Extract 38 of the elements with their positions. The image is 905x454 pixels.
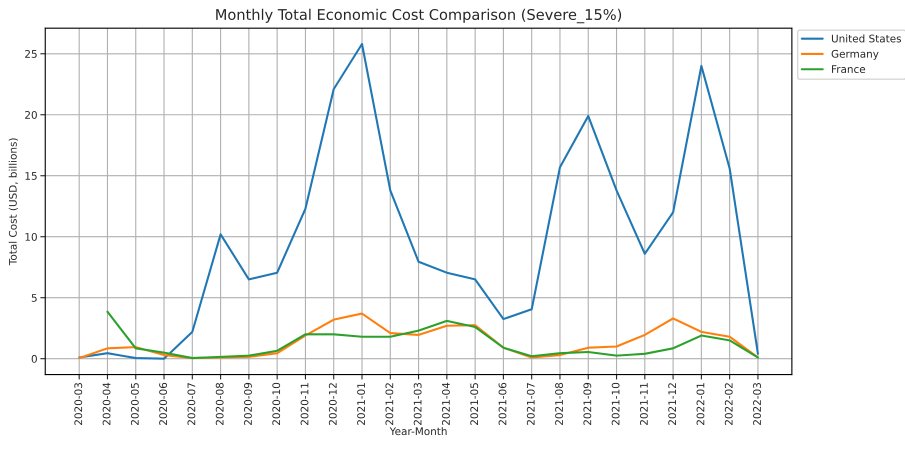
y-tick-label: 0 — [32, 354, 37, 363]
chart-title: Monthly Total Economic Cost Comparison (Severe_15%) — [216, 8, 622, 24]
x-tick-label: 2021-10 — [612, 382, 620, 425]
x-tick-label: 2021-12 — [668, 383, 676, 425]
x-tick-label: 2021-03 — [414, 383, 422, 425]
x-axis-title: Year-Month — [390, 427, 447, 436]
y-tick-label: 25 — [25, 50, 37, 58]
x-tick-label: 2021-06 — [498, 382, 506, 425]
x-tick-label: 2020-07 — [187, 383, 196, 425]
x-tick-label: 2020-12 — [328, 383, 337, 425]
x-tick-label: 2021-01 — [357, 383, 366, 425]
x-tick-label: 2021-02 — [385, 383, 394, 425]
x-tick-label: 2022-02 — [724, 383, 733, 425]
y-axis-title: Total Cost (USD, billions) — [8, 138, 18, 266]
x-tick-label: 2022-03 — [753, 383, 761, 425]
x-tick-label: 2021-07 — [526, 383, 535, 425]
x-tick-label: 2020-09 — [244, 382, 252, 425]
x-tick-label: 2020-08 — [216, 382, 224, 425]
legend-label: Germany — [832, 50, 879, 60]
y-tick-label: 20 — [25, 110, 37, 119]
y-tick-label: 15 — [26, 172, 37, 180]
legend-label: United States — [832, 34, 902, 42]
x-tick-label: 2020-04 — [102, 382, 110, 425]
x-tick-label: 2021-09 — [583, 382, 592, 425]
x-tick-label: 2021-11 — [640, 383, 648, 425]
x-tick-label: 2020-10 — [272, 382, 280, 425]
legend-label: France — [832, 65, 866, 74]
x-tick-label: 2020-06 — [159, 382, 168, 425]
x-tick-label: 2020-05 — [130, 383, 139, 425]
line-series — [78, 42, 759, 360]
x-tick-label: 2021-04 — [442, 382, 450, 425]
y-tick-label: 5 — [32, 294, 37, 302]
x-tick-label: 2021-08 — [555, 382, 563, 425]
x-tick-label: 2021-05 — [470, 383, 478, 425]
x-tick-label: 2020-11 — [300, 383, 308, 425]
x-tick-label: 2022-01 — [696, 383, 704, 425]
y-tick-label: 10 — [26, 232, 37, 241]
x-tick-label: 2020-03 — [74, 383, 82, 425]
